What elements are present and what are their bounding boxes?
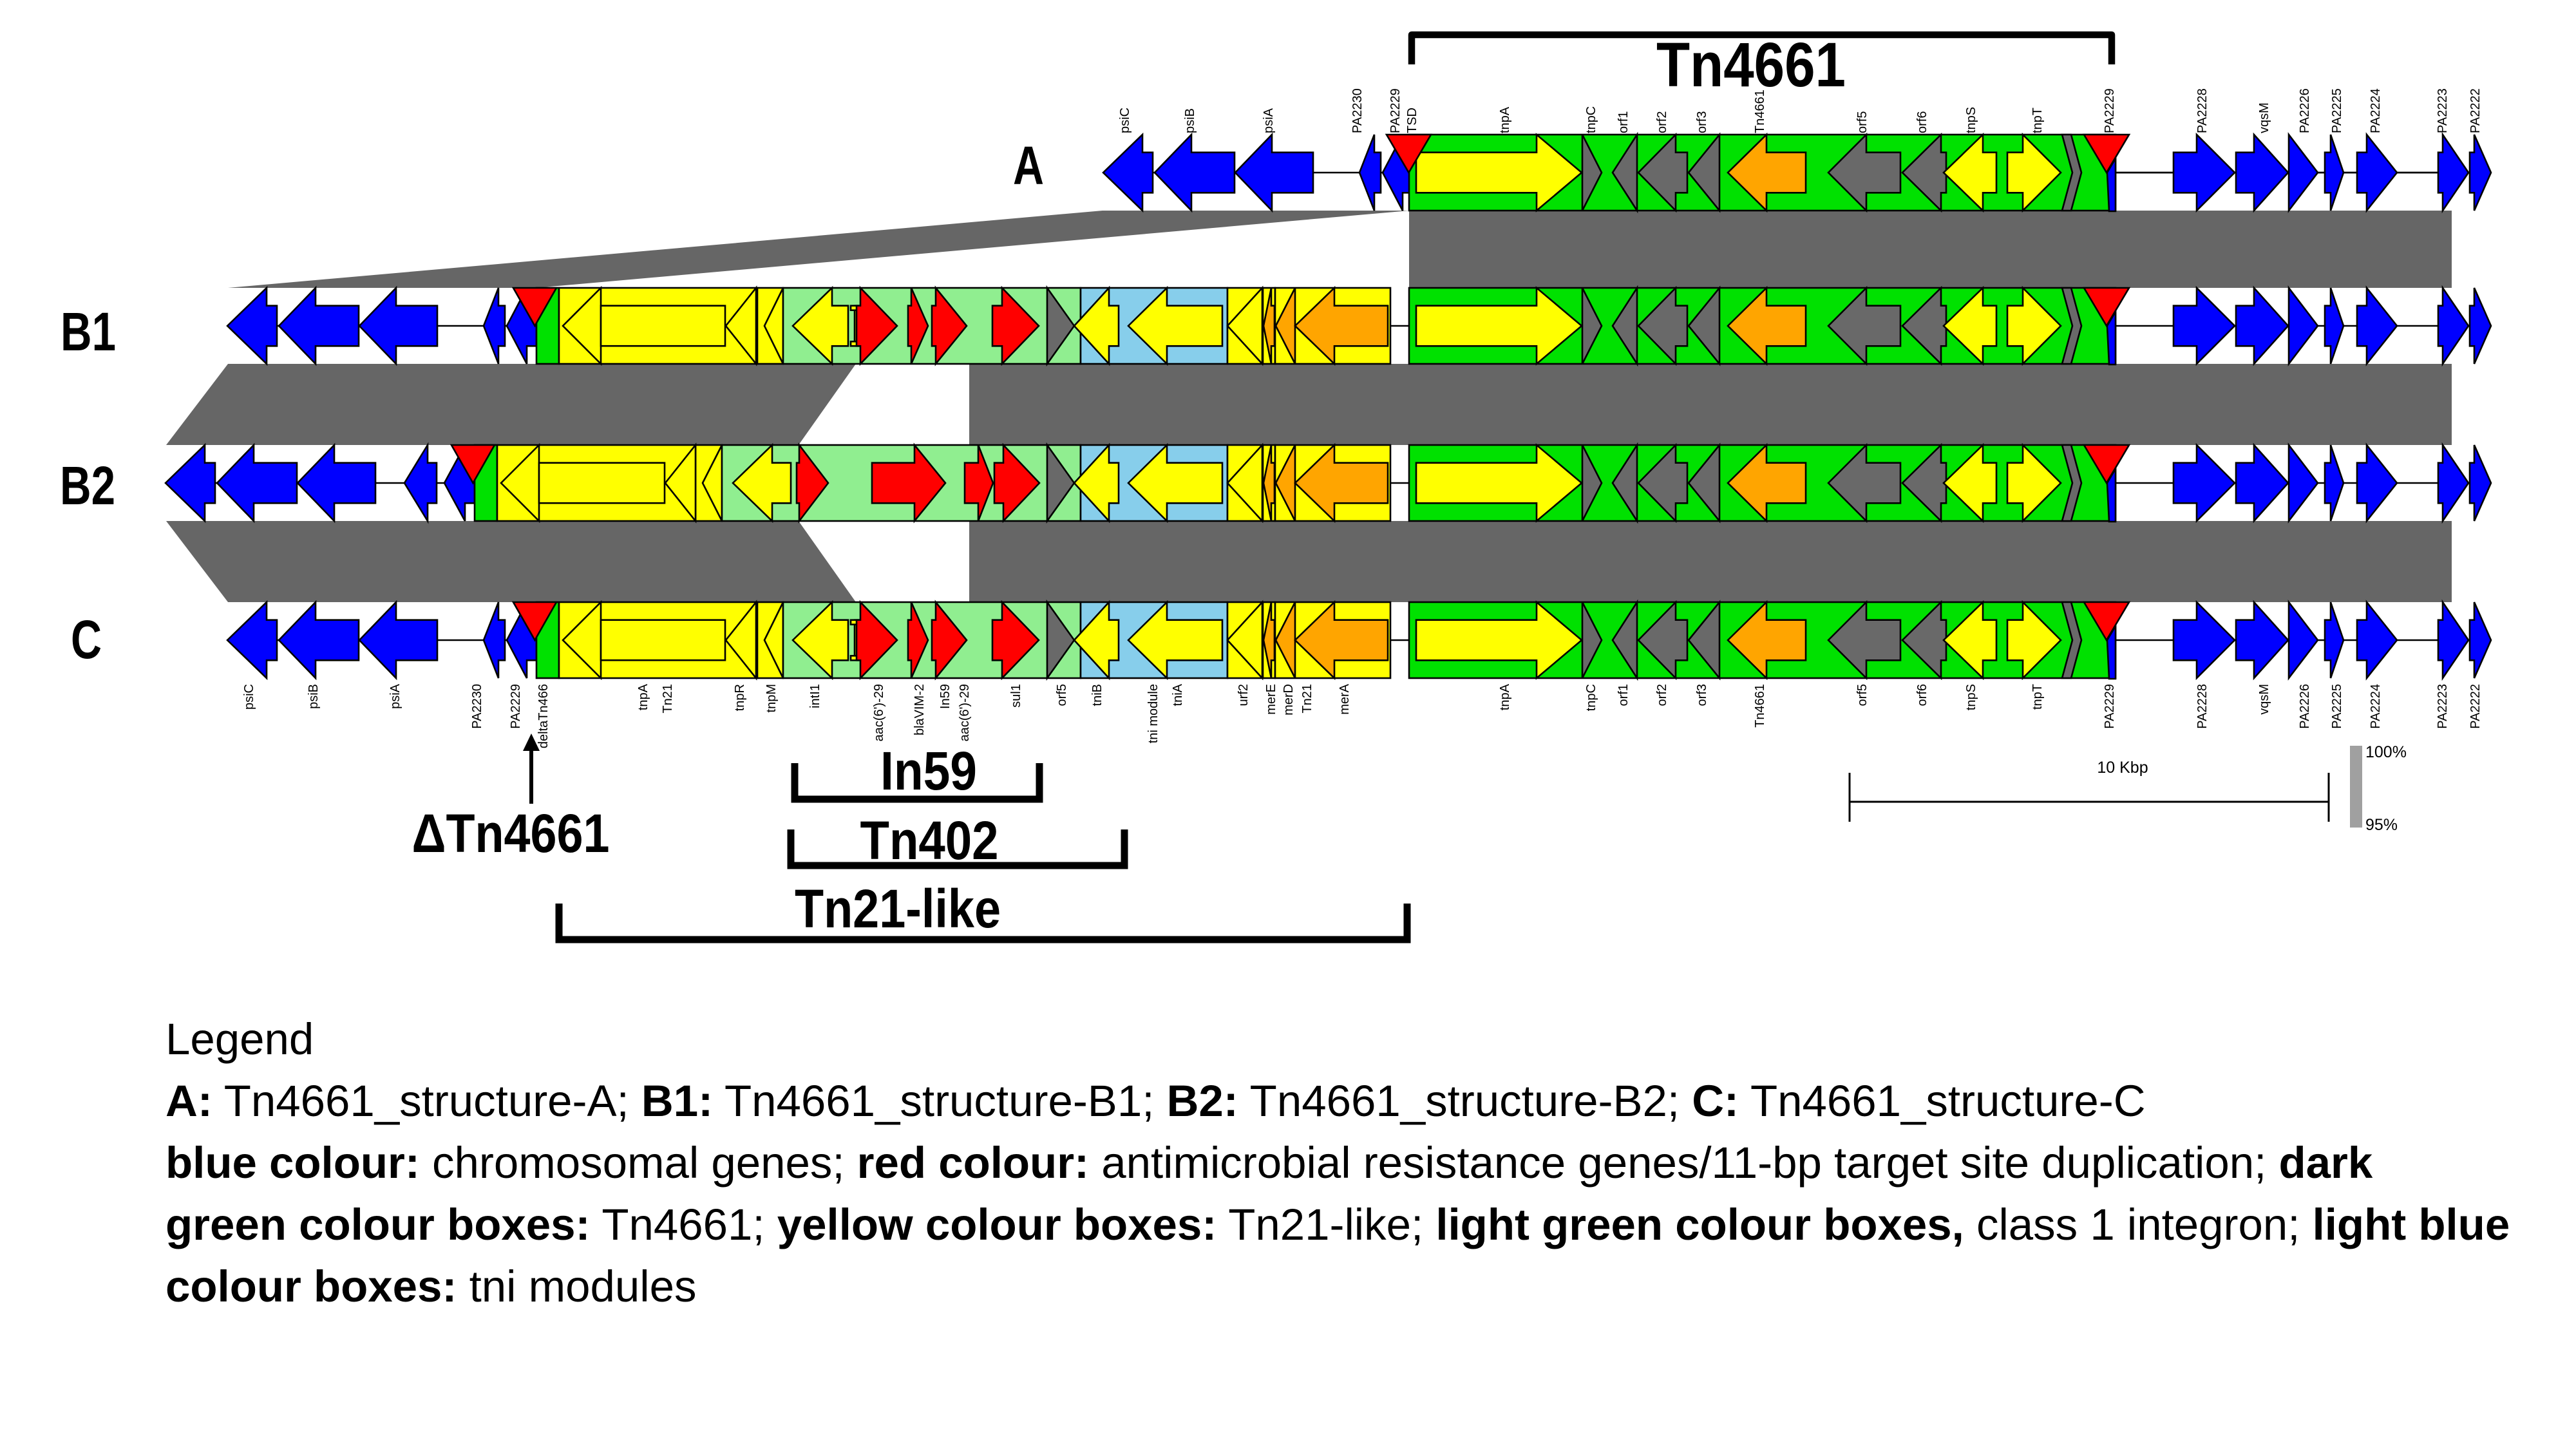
svg-text:psiC: psiC [242,684,256,710]
svg-text:tnpT: tnpT [2031,108,2045,133]
svg-text:PA2224: PA2224 [2369,88,2383,133]
svg-text:intI1: intI1 [808,684,822,708]
svg-text:Legend: Legend [166,1014,314,1064]
svg-text:deltaTn466: deltaTn466 [536,684,551,748]
svg-text:psiA: psiA [1262,108,1276,133]
svg-text:TSD: TSD [1405,108,1419,133]
svg-text:Tn4661: Tn4661 [1753,684,1767,728]
svg-text:psiB: psiB [1183,108,1197,133]
svg-text:PA2226: PA2226 [2298,88,2312,133]
svg-text:vqsM: vqsM [2257,684,2271,715]
svg-text:95%: 95% [2365,816,2398,834]
svg-text:PA2222: PA2222 [2468,88,2483,133]
svg-text:psiB: psiB [307,684,321,709]
svg-text:PA2229: PA2229 [2103,684,2117,729]
svg-text:blaVIM-2: blaVIM-2 [913,684,927,735]
svg-text:10 Kbp: 10 Kbp [2097,759,2148,777]
svg-text:merA: merA [1338,683,1352,714]
svg-text:orf6: orf6 [1915,111,1929,133]
svg-text:In59: In59 [938,684,952,709]
svg-text:orf5: orf5 [1855,111,1870,133]
svg-text:tnpA: tnpA [636,683,650,710]
svg-text:PA2223: PA2223 [2436,88,2450,133]
svg-text:orf5: orf5 [1055,684,1069,706]
svg-text:tnpT: tnpT [2031,684,2045,710]
svg-text:psiC: psiC [1118,108,1132,133]
svg-text:B2: B2 [60,455,115,516]
svg-text:PA2224: PA2224 [2369,684,2383,729]
svg-text:orf3: orf3 [1695,111,1709,133]
svg-text:Tn4661: Tn4661 [1753,90,1767,133]
svg-text:ΔTn4661: ΔTn4661 [412,803,610,864]
svg-text:Tn21: Tn21 [1300,684,1314,714]
svg-text:tnpC: tnpC [1584,684,1598,711]
svg-text:colour boxes: tni modules: colour boxes: tni modules [166,1262,696,1311]
svg-text:tnpA: tnpA [1498,683,1512,710]
svg-text:Tn4661: Tn4661 [1656,30,1846,100]
svg-text:orf1: orf1 [1616,684,1631,706]
svg-text:PA2230: PA2230 [1350,88,1365,133]
svg-text:tniB: tniB [1090,684,1104,706]
svg-text:PA2225: PA2225 [2330,684,2344,729]
svg-text:A: A [1013,135,1044,196]
svg-text:orf1: orf1 [1616,111,1631,133]
svg-text:urf2: urf2 [1236,684,1251,706]
svg-text:tniA: tniA [1171,683,1185,706]
svg-text:Tn21-like: Tn21-like [795,878,1001,939]
svg-text:Tn402: Tn402 [860,810,999,871]
svg-text:orf2: orf2 [1655,111,1669,133]
svg-text:PA2228: PA2228 [2195,684,2210,729]
svg-text:merE: merE [1264,684,1278,715]
svg-text:C: C [71,609,102,670]
svg-text:aac(6')-29: aac(6')-29 [872,684,886,741]
svg-text:tnpS: tnpS [1964,684,1978,710]
svg-text:merD: merD [1282,684,1296,715]
svg-text:psiA: psiA [388,683,402,709]
svg-text:tnpA: tnpA [1498,106,1512,133]
svg-text:tnpC: tnpC [1584,106,1598,133]
svg-text:B1: B1 [61,301,116,362]
svg-text:sul1: sul1 [1009,684,1023,708]
svg-text:PA2229: PA2229 [1388,88,1403,133]
svg-text:orf5: orf5 [1855,684,1870,706]
svg-text:PA2223: PA2223 [2436,684,2450,729]
svg-text:vqsM: vqsM [2257,102,2271,133]
svg-text:PA2226: PA2226 [2298,684,2312,729]
svg-text:PA2222: PA2222 [2468,684,2483,729]
svg-text:PA2229: PA2229 [2103,88,2117,133]
svg-text:tnpM: tnpM [764,684,779,712]
svg-text:In59: In59 [880,741,977,801]
svg-text:100%: 100% [2365,743,2407,761]
svg-text:blue colour: chromosomal genes: blue colour: chromosomal genes; red colo… [166,1138,2373,1188]
svg-text:orf3: orf3 [1695,684,1709,706]
svg-text:Tn21: Tn21 [661,684,675,714]
svg-text:PA2229: PA2229 [509,684,523,729]
svg-text:A: Tn4661_structure-A; B1: Tn4: A: Tn4661_structure-A; B1: Tn4661_struct… [166,1076,2146,1126]
svg-text:green colour boxes: Tn4661; ye: green colour boxes: Tn4661; yellow colou… [166,1200,2510,1249]
svg-text:tnpS: tnpS [1964,107,1978,133]
svg-text:tnpR: tnpR [733,684,747,711]
svg-text:aac(6')-29: aac(6')-29 [958,684,972,741]
svg-text:PA2225: PA2225 [2330,88,2344,133]
svg-text:PA2230: PA2230 [470,684,484,729]
svg-text:orf6: orf6 [1915,684,1929,706]
svg-text:orf2: orf2 [1655,684,1669,706]
svg-text:PA2228: PA2228 [2195,88,2210,133]
svg-text:tni module: tni module [1146,684,1160,743]
